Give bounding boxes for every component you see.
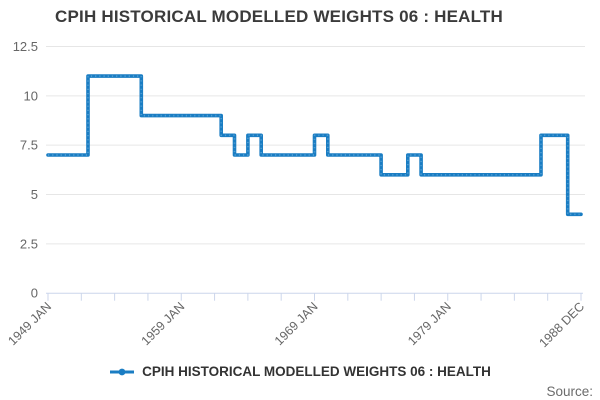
source-label: Source:: [546, 384, 593, 399]
y-axis-tick-label: 2.5: [20, 236, 38, 251]
x-axis-tick-label: 1959 JAN: [139, 299, 188, 348]
y-axis-tick-label: 12.5: [13, 39, 38, 54]
chart-title: CPIH HISTORICAL MODELLED WEIGHTS 06 : HE…: [55, 7, 503, 26]
y-axis-tick-label: 10: [24, 88, 38, 103]
y-axis-tick-label: 7.5: [20, 138, 38, 153]
series-line-health[interactable]: [46, 74, 583, 217]
legend-line-marker-icon: [110, 368, 135, 375]
y-axis-tick-label: 0: [31, 286, 38, 301]
legend: CPIH HISTORICAL MODELLED WEIGHTS 06 : HE…: [0, 364, 600, 379]
legend-label: CPIH HISTORICAL MODELLED WEIGHTS 06 : HE…: [142, 364, 491, 379]
x-axis-tick-label: 1969 JAN: [272, 299, 321, 348]
x-axis-tick-label: 1988 DEC: [536, 299, 587, 350]
x-axis-tick-label: 1949 JAN: [5, 299, 54, 348]
legend-item-health[interactable]: CPIH HISTORICAL MODELLED WEIGHTS 06 : HE…: [109, 364, 491, 379]
y-axis-tick-label: 5: [31, 187, 38, 202]
plot-area: 0 2.5 5 7.5 10 12.5 1949 JAN 1959 JAN 1969 JAN 19…: [5, 39, 587, 350]
x-axis-tick-label: 1979 JAN: [405, 299, 454, 348]
